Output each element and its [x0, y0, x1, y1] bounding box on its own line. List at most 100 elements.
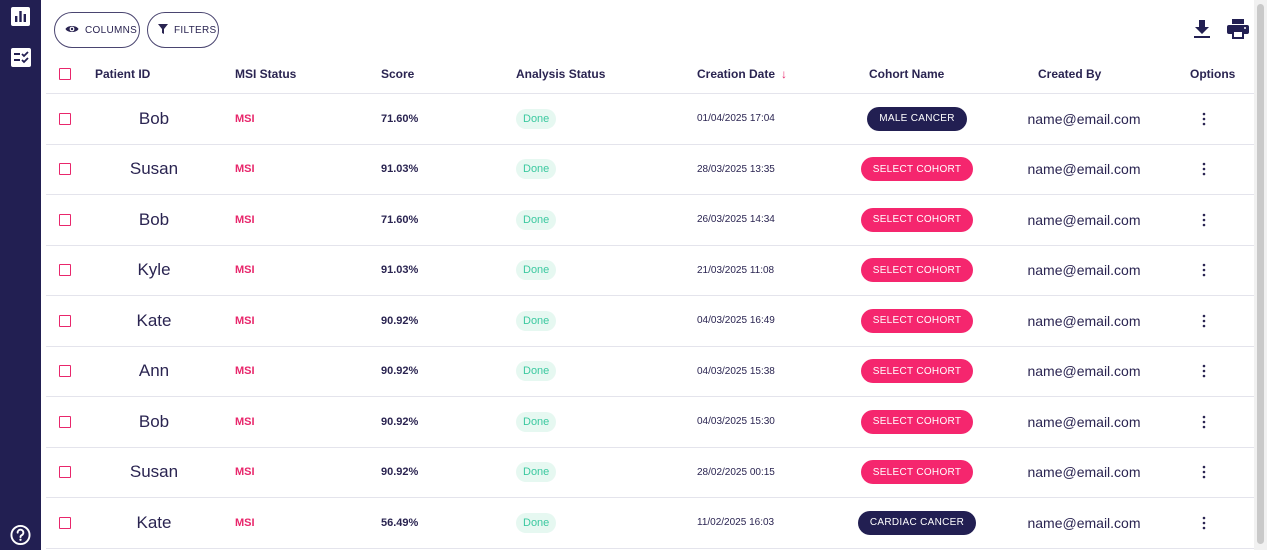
- select-cohort-button[interactable]: SELECT COHORT: [860, 409, 974, 434]
- analysis-status-cell: Done: [516, 448, 557, 498]
- row-select-cell[interactable]: [59, 448, 71, 498]
- header-score[interactable]: Score: [381, 67, 415, 81]
- header-select-all[interactable]: [59, 54, 71, 94]
- header-msi-status[interactable]: MSI Status: [235, 67, 297, 81]
- more-options-icon[interactable]: [1196, 258, 1212, 282]
- patient-id-cell[interactable]: Susan: [95, 448, 213, 498]
- patient-id-cell[interactable]: Kyle: [95, 246, 213, 296]
- patient-id[interactable]: Bob: [138, 209, 170, 229]
- row-select-cell[interactable]: [59, 246, 71, 296]
- row-select-cell[interactable]: [59, 94, 71, 144]
- more-options-icon[interactable]: [1196, 157, 1212, 181]
- table-row[interactable]: Bob MSI 71.60% Done 26/03/2025 14:34 SELECT C…: [46, 195, 1262, 246]
- row-select-cell[interactable]: [59, 296, 71, 346]
- options-cell: [1194, 498, 1214, 548]
- score: 71.60%: [381, 213, 419, 226]
- row-checkbox[interactable]: [59, 314, 71, 327]
- more-options-icon[interactable]: [1196, 511, 1212, 535]
- bar-chart-icon[interactable]: [10, 6, 31, 27]
- options-cell: [1194, 145, 1214, 195]
- cohort-chip[interactable]: MALE CANCER: [867, 106, 967, 131]
- row-checkbox[interactable]: [59, 264, 71, 277]
- help-icon[interactable]: [10, 524, 31, 545]
- more-options-icon[interactable]: [1196, 410, 1212, 434]
- table-row[interactable]: Susan MSI 90.92% Done 28/02/2025 00:15 SELECT…: [46, 448, 1262, 498]
- patient-id-cell[interactable]: Bob: [95, 195, 213, 245]
- created-by-email: name@email.com: [1027, 363, 1141, 380]
- score-cell: 91.03%: [381, 246, 418, 296]
- more-options-icon[interactable]: [1196, 208, 1212, 232]
- table-row[interactable]: Ann MSI 90.92% Done 04/03/2025 15:38 SELECT C…: [46, 347, 1262, 397]
- table-row[interactable]: Kyle MSI 91.03% Done 21/03/2025 11:08 SELECT …: [46, 246, 1262, 296]
- columns-button[interactable]: COLUMNS: [54, 12, 140, 48]
- patient-id[interactable]: Kate: [136, 310, 172, 330]
- row-checkbox[interactable]: [59, 415, 71, 428]
- table-row[interactable]: Bob MSI 90.92% Done 04/03/2025 15:30 SELECT C…: [46, 397, 1262, 448]
- patient-id[interactable]: Ann: [138, 361, 170, 381]
- print-icon[interactable]: [1227, 18, 1249, 40]
- table-row[interactable]: Susan MSI 91.03% Done 28/03/2025 13:35 SELECT…: [46, 145, 1262, 195]
- row-checkbox[interactable]: [59, 516, 71, 529]
- vertical-scrollbar[interactable]: [1254, 0, 1267, 550]
- header-patient-id[interactable]: Patient ID: [95, 67, 151, 81]
- patient-id[interactable]: Bob: [138, 108, 170, 128]
- table-row[interactable]: Bob MSI 71.60% Done 01/04/2025 17:04 MALE CAN…: [46, 94, 1262, 145]
- download-icon[interactable]: [1191, 18, 1213, 40]
- select-cohort-button[interactable]: SELECT COHORT: [860, 258, 974, 283]
- more-options-icon[interactable]: [1196, 309, 1212, 333]
- patient-id-cell[interactable]: Bob: [95, 94, 213, 144]
- header-created-by[interactable]: Created By: [1038, 67, 1102, 81]
- scrollbar-thumb[interactable]: [1257, 4, 1264, 544]
- msi-status: MSI: [235, 264, 255, 277]
- patient-id[interactable]: Bob: [138, 411, 170, 431]
- row-checkbox[interactable]: [59, 163, 71, 176]
- patient-id-cell[interactable]: Bob: [95, 397, 213, 447]
- msi-status: MSI: [235, 314, 255, 327]
- row-select-cell[interactable]: [59, 498, 71, 548]
- patient-id-cell[interactable]: Kate: [95, 498, 213, 548]
- select-cohort-button[interactable]: SELECT COHORT: [860, 460, 974, 485]
- patient-id-cell[interactable]: Ann: [95, 347, 213, 397]
- cohort-chip[interactable]: CARDIAC CANCER: [857, 510, 977, 535]
- patient-id-cell[interactable]: Kate: [95, 296, 213, 346]
- select-cohort-button[interactable]: SELECT COHORT: [860, 308, 974, 333]
- row-checkbox[interactable]: [59, 466, 71, 479]
- patient-id[interactable]: Kyle: [137, 260, 171, 280]
- patient-id[interactable]: Susan: [129, 462, 179, 482]
- msi-status-cell: MSI: [235, 145, 255, 195]
- score: 56.49%: [381, 516, 419, 529]
- main-content: COLUMNS FILTERS Patient ID MSI Status: [41, 0, 1267, 550]
- creation-date-cell: 04/03/2025 15:30: [697, 397, 775, 447]
- row-select-cell[interactable]: [59, 145, 71, 195]
- more-options-icon[interactable]: [1196, 460, 1212, 484]
- row-select-cell[interactable]: [59, 195, 71, 245]
- row-checkbox[interactable]: [59, 112, 71, 125]
- analysis-status-cell: Done: [516, 246, 557, 296]
- header-creation-date[interactable]: Creation Date ↓: [697, 54, 787, 94]
- row-select-cell[interactable]: [59, 397, 71, 447]
- more-options-icon[interactable]: [1196, 107, 1212, 131]
- select-cohort-button[interactable]: SELECT COHORT: [860, 207, 974, 232]
- filters-button[interactable]: FILTERS: [147, 12, 219, 48]
- creation-date: 26/03/2025 14:34: [697, 214, 775, 226]
- created-by-email: name@email.com: [1027, 413, 1141, 430]
- row-checkbox[interactable]: [59, 213, 71, 226]
- filter-icon: [158, 21, 168, 39]
- more-options-icon[interactable]: [1196, 359, 1212, 383]
- msi-status-cell: MSI: [235, 94, 255, 144]
- header-analysis-status[interactable]: Analysis Status: [516, 67, 606, 81]
- patient-id-cell[interactable]: Susan: [95, 145, 213, 195]
- patient-id[interactable]: Susan: [129, 159, 179, 179]
- select-all-checkbox[interactable]: [59, 68, 71, 80]
- task-list-icon[interactable]: [10, 47, 31, 68]
- table-row[interactable]: Kate MSI 90.92% Done 04/03/2025 16:49 SELECT …: [46, 296, 1262, 347]
- header-cohort-name[interactable]: Cohort Name: [869, 67, 945, 81]
- options-cell: [1194, 94, 1214, 144]
- table-row[interactable]: Kate MSI 56.49% Done 11/02/2025 16:03 CARDIAC…: [46, 498, 1262, 549]
- select-cohort-button[interactable]: SELECT COHORT: [860, 157, 974, 182]
- creation-date-cell: 04/03/2025 16:49: [697, 296, 775, 346]
- select-cohort-button[interactable]: SELECT COHORT: [860, 359, 974, 384]
- row-select-cell[interactable]: [59, 347, 71, 397]
- row-checkbox[interactable]: [59, 365, 71, 378]
- patient-id[interactable]: Kate: [136, 512, 172, 532]
